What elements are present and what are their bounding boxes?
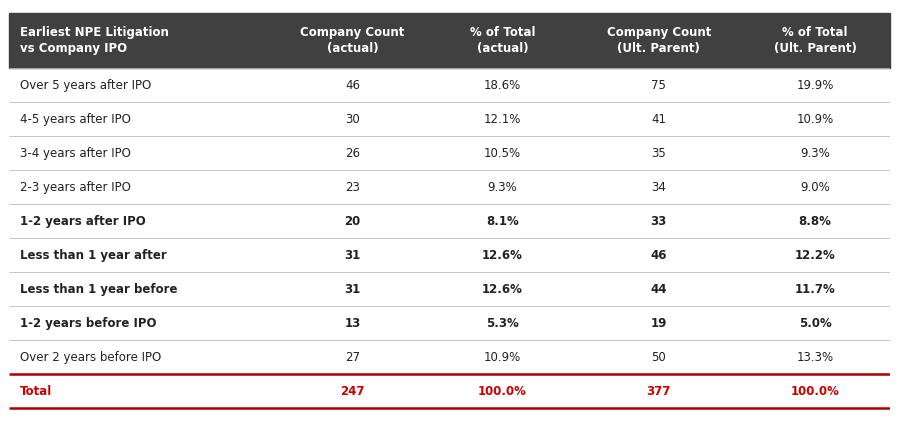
Text: 5.3%: 5.3% bbox=[486, 317, 519, 330]
Text: 8.8%: 8.8% bbox=[798, 215, 832, 228]
Text: 9.0%: 9.0% bbox=[800, 181, 830, 194]
Text: 10.5%: 10.5% bbox=[484, 147, 521, 160]
Text: 34: 34 bbox=[651, 181, 666, 194]
Text: Over 5 years after IPO: Over 5 years after IPO bbox=[20, 79, 151, 92]
Text: 12.6%: 12.6% bbox=[482, 249, 523, 262]
Text: 18.6%: 18.6% bbox=[484, 79, 521, 92]
Text: Less than 1 year after: Less than 1 year after bbox=[20, 249, 166, 262]
Text: 100.0%: 100.0% bbox=[791, 385, 840, 398]
Text: 12.6%: 12.6% bbox=[482, 283, 523, 296]
Text: 19.9%: 19.9% bbox=[797, 79, 833, 92]
Text: 31: 31 bbox=[344, 283, 360, 296]
Text: 377: 377 bbox=[646, 385, 671, 398]
Text: 50: 50 bbox=[652, 351, 666, 364]
Text: 41: 41 bbox=[651, 113, 666, 126]
Text: 31: 31 bbox=[344, 249, 360, 262]
Text: 46: 46 bbox=[651, 249, 667, 262]
Text: 30: 30 bbox=[345, 113, 360, 126]
Text: 5.0%: 5.0% bbox=[798, 317, 832, 330]
Text: 10.9%: 10.9% bbox=[484, 351, 521, 364]
Text: Total: Total bbox=[20, 385, 52, 398]
Text: 35: 35 bbox=[652, 147, 666, 160]
Text: 23: 23 bbox=[345, 181, 360, 194]
Text: Company Count
(actual): Company Count (actual) bbox=[300, 26, 405, 55]
Text: 13: 13 bbox=[344, 317, 360, 330]
Text: 46: 46 bbox=[345, 79, 360, 92]
Text: 9.3%: 9.3% bbox=[800, 147, 830, 160]
Text: 44: 44 bbox=[651, 283, 667, 296]
Text: 3-4 years after IPO: 3-4 years after IPO bbox=[20, 147, 130, 160]
Text: Company Count
(Ult. Parent): Company Count (Ult. Parent) bbox=[607, 26, 711, 55]
Text: 12.1%: 12.1% bbox=[484, 113, 521, 126]
Text: % of Total
(actual): % of Total (actual) bbox=[469, 26, 535, 55]
Text: Over 2 years before IPO: Over 2 years before IPO bbox=[20, 351, 161, 364]
Text: 4-5 years after IPO: 4-5 years after IPO bbox=[20, 113, 130, 126]
Text: 26: 26 bbox=[345, 147, 360, 160]
Text: 1-2 years before IPO: 1-2 years before IPO bbox=[20, 317, 156, 330]
Text: 8.1%: 8.1% bbox=[486, 215, 519, 228]
Text: 100.0%: 100.0% bbox=[478, 385, 527, 398]
Text: 247: 247 bbox=[341, 385, 365, 398]
Text: 20: 20 bbox=[344, 215, 360, 228]
Text: Earliest NPE Litigation
vs Company IPO: Earliest NPE Litigation vs Company IPO bbox=[20, 26, 168, 55]
Text: 9.3%: 9.3% bbox=[487, 181, 517, 194]
Text: 10.9%: 10.9% bbox=[797, 113, 833, 126]
Text: 19: 19 bbox=[651, 317, 667, 330]
Text: 33: 33 bbox=[651, 215, 667, 228]
Text: 1-2 years after IPO: 1-2 years after IPO bbox=[20, 215, 146, 228]
Text: 11.7%: 11.7% bbox=[795, 283, 835, 296]
Bar bbox=[9, 13, 890, 69]
Text: Less than 1 year before: Less than 1 year before bbox=[20, 283, 177, 296]
Text: 13.3%: 13.3% bbox=[797, 351, 833, 364]
Text: % of Total
(Ult. Parent): % of Total (Ult. Parent) bbox=[774, 26, 857, 55]
Text: 2-3 years after IPO: 2-3 years after IPO bbox=[20, 181, 130, 194]
Text: 12.2%: 12.2% bbox=[795, 249, 835, 262]
Text: 75: 75 bbox=[651, 79, 666, 92]
Text: 27: 27 bbox=[345, 351, 360, 364]
